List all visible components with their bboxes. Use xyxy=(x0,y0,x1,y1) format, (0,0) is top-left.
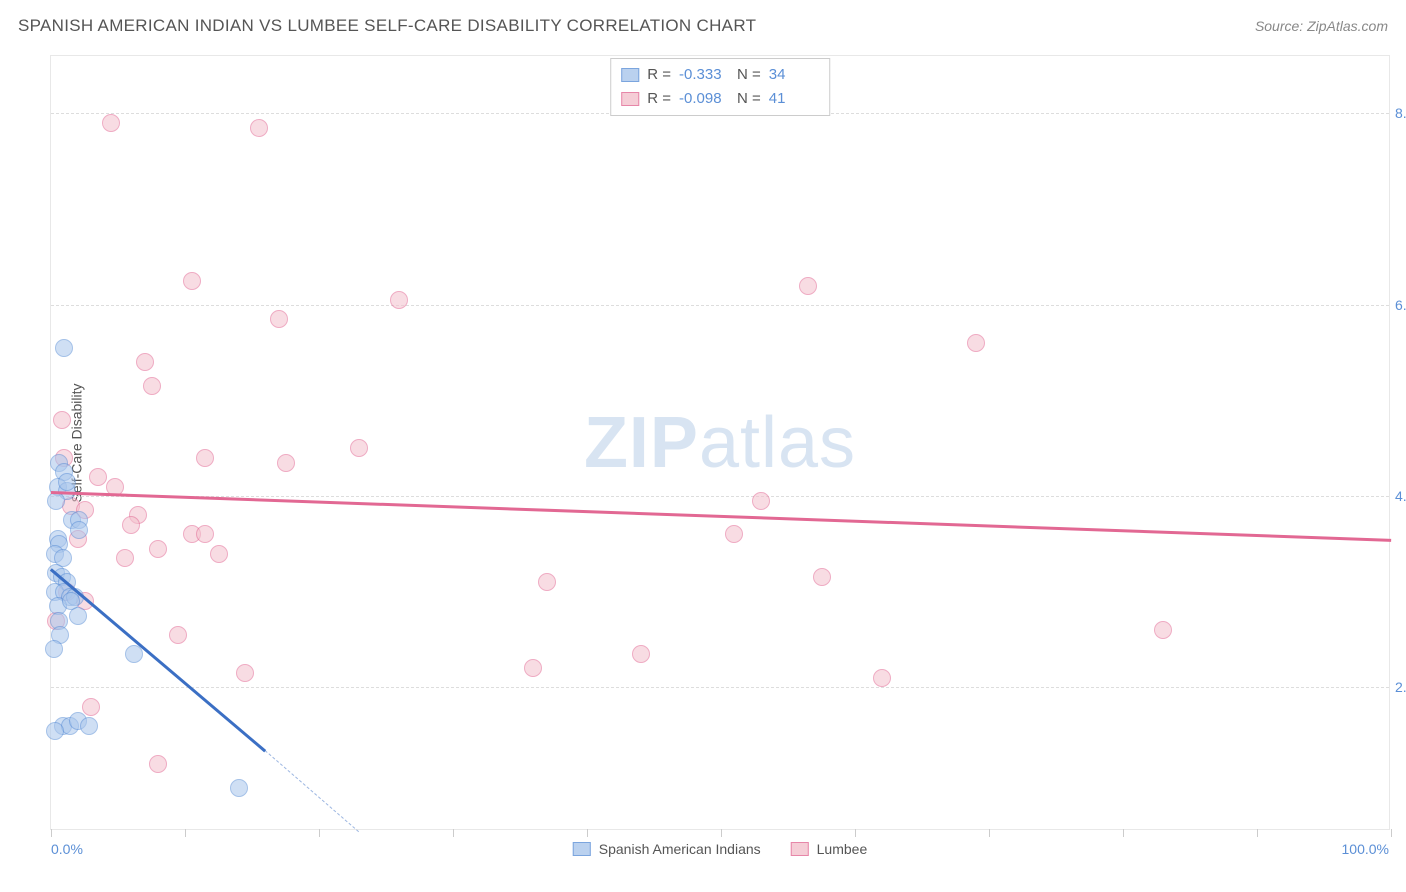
legend-n-label: N = xyxy=(737,63,761,87)
scatter-point xyxy=(125,645,143,663)
scatter-point xyxy=(967,334,985,352)
scatter-point xyxy=(524,659,542,677)
legend-swatch xyxy=(791,842,809,856)
gridline xyxy=(51,496,1389,497)
scatter-point xyxy=(350,439,368,457)
chart-title: SPANISH AMERICAN INDIAN VS LUMBEE SELF-C… xyxy=(18,16,756,36)
scatter-point xyxy=(55,339,73,357)
scatter-point xyxy=(45,640,63,658)
x-tick xyxy=(185,829,186,837)
scatter-point xyxy=(270,310,288,328)
scatter-point xyxy=(183,272,201,290)
x-tick xyxy=(319,829,320,837)
scatter-point xyxy=(69,607,87,625)
scatter-point xyxy=(122,516,140,534)
legend-r-label: R = xyxy=(647,63,671,87)
x-tick xyxy=(989,829,990,837)
legend-r-label: R = xyxy=(647,87,671,111)
chart-header: SPANISH AMERICAN INDIAN VS LUMBEE SELF-C… xyxy=(18,16,1388,36)
scatter-point xyxy=(53,411,71,429)
scatter-point xyxy=(725,525,743,543)
scatter-point xyxy=(813,568,831,586)
series-legend-item: Spanish American Indians xyxy=(573,841,761,857)
x-tick xyxy=(721,829,722,837)
legend-swatch xyxy=(621,68,639,82)
legend-n-value: 34 xyxy=(769,63,819,87)
legend-r-value: -0.333 xyxy=(679,63,729,87)
gridline xyxy=(51,305,1389,306)
scatter-point xyxy=(149,755,167,773)
x-axis-min-label: 0.0% xyxy=(51,841,83,857)
scatter-point xyxy=(230,779,248,797)
source-attribution: Source: ZipAtlas.com xyxy=(1255,18,1388,34)
scatter-point xyxy=(277,454,295,472)
scatter-point xyxy=(390,291,408,309)
scatter-point xyxy=(102,114,120,132)
series-legend: Spanish American Indians Lumbee xyxy=(573,841,867,857)
series-name: Lumbee xyxy=(817,841,868,857)
scatter-point xyxy=(149,540,167,558)
x-tick xyxy=(51,829,52,837)
scatter-point xyxy=(799,277,817,295)
legend-swatch xyxy=(621,92,639,106)
scatter-point xyxy=(1154,621,1172,639)
x-tick xyxy=(1123,829,1124,837)
scatter-point xyxy=(196,449,214,467)
x-tick xyxy=(587,829,588,837)
scatter-point xyxy=(70,521,88,539)
gridline xyxy=(51,687,1389,688)
correlation-legend: R = -0.333 N = 34 R = -0.098 N = 41 xyxy=(610,58,830,116)
scatter-point xyxy=(196,525,214,543)
trend-line xyxy=(51,491,1391,541)
scatter-point xyxy=(58,473,76,491)
y-tick-label: 2.0% xyxy=(1395,679,1406,695)
x-tick xyxy=(1391,829,1392,837)
series-legend-item: Lumbee xyxy=(791,841,868,857)
legend-swatch xyxy=(573,842,591,856)
scatter-point xyxy=(143,377,161,395)
scatter-point xyxy=(236,664,254,682)
scatter-point xyxy=(169,626,187,644)
x-tick xyxy=(855,829,856,837)
y-tick-label: 8.0% xyxy=(1395,105,1406,121)
correlation-legend-row: R = -0.098 N = 41 xyxy=(621,87,819,111)
trend-line xyxy=(265,750,359,832)
x-axis-max-label: 100.0% xyxy=(1342,841,1389,857)
legend-r-value: -0.098 xyxy=(679,87,729,111)
scatter-point xyxy=(89,468,107,486)
scatter-point xyxy=(538,573,556,591)
scatter-point xyxy=(82,698,100,716)
x-tick xyxy=(453,829,454,837)
x-tick xyxy=(1257,829,1258,837)
scatter-point xyxy=(47,492,65,510)
plot-area: 2.0%4.0%6.0%8.0% xyxy=(51,56,1389,829)
legend-n-value: 41 xyxy=(769,87,819,111)
scatter-point xyxy=(632,645,650,663)
series-name: Spanish American Indians xyxy=(599,841,761,857)
scatter-point xyxy=(752,492,770,510)
scatter-point xyxy=(873,669,891,687)
correlation-legend-row: R = -0.333 N = 34 xyxy=(621,63,819,87)
y-tick-label: 6.0% xyxy=(1395,297,1406,313)
scatter-point xyxy=(46,722,64,740)
scatter-point xyxy=(80,717,98,735)
scatter-point xyxy=(250,119,268,137)
scatter-point xyxy=(210,545,228,563)
legend-n-label: N = xyxy=(737,87,761,111)
chart-area: Self-Care Disability ZIPatlas 2.0%4.0%6.… xyxy=(50,55,1390,830)
y-tick-label: 4.0% xyxy=(1395,488,1406,504)
scatter-point xyxy=(136,353,154,371)
scatter-point xyxy=(116,549,134,567)
